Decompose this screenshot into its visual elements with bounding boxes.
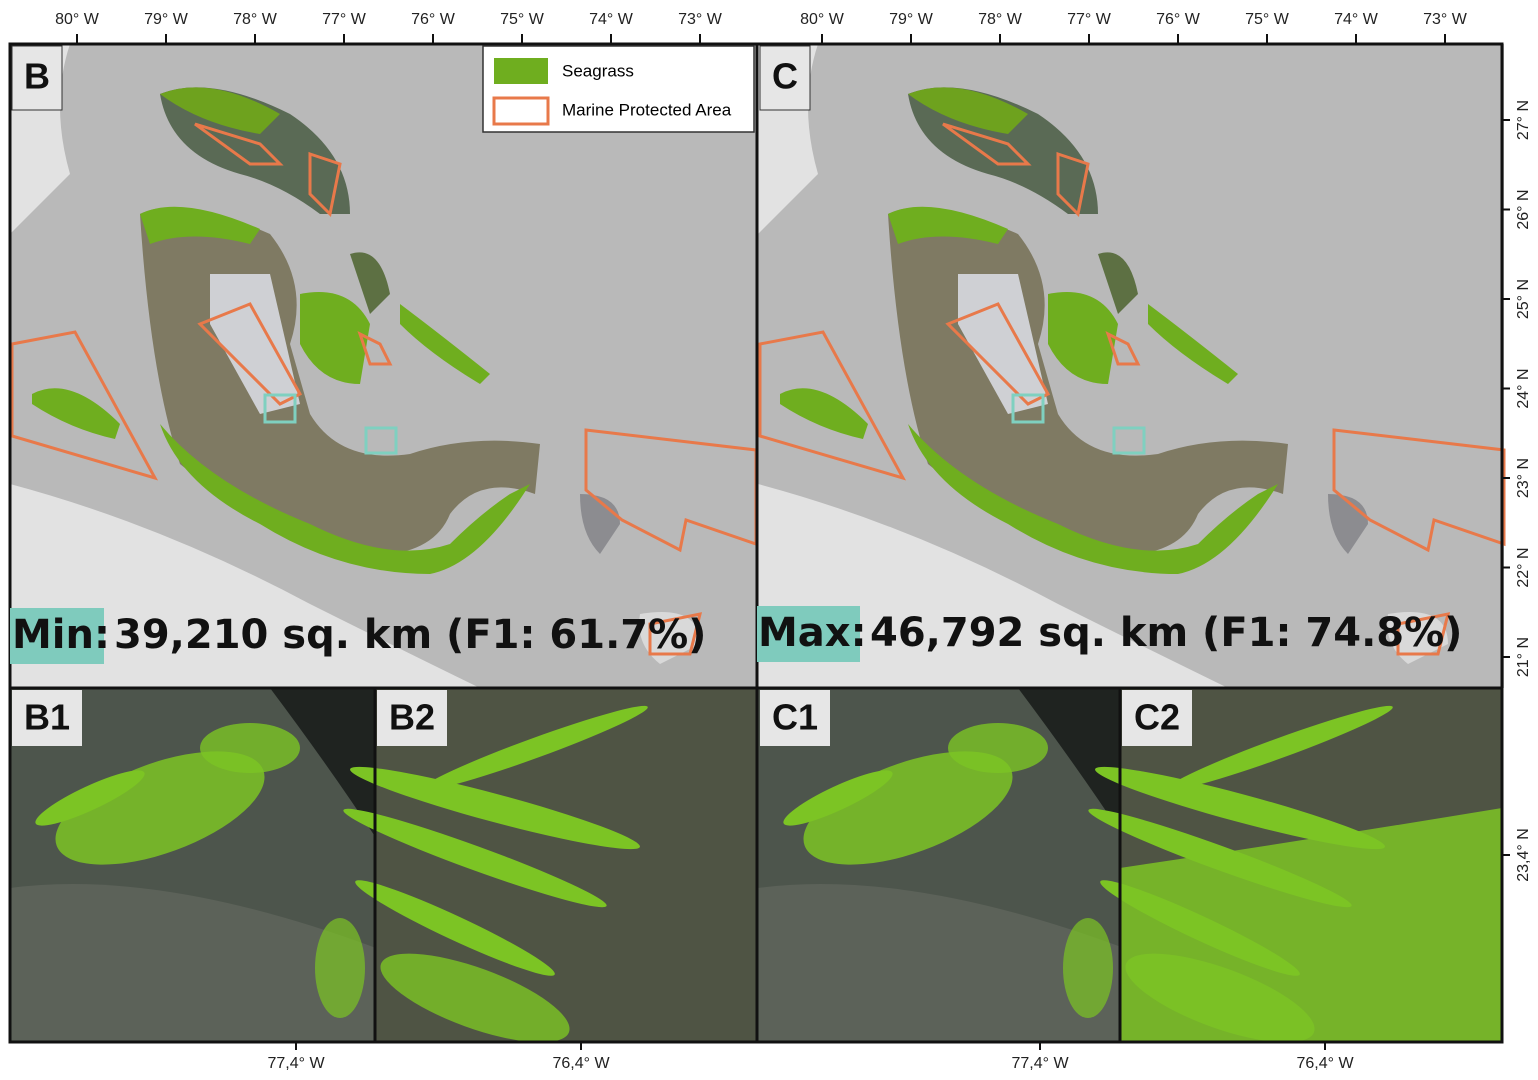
lon-tick-label: 76° W (411, 11, 456, 28)
lon-tick-label: 75° W (1245, 11, 1290, 28)
lat-tick-label: 25° N (1515, 279, 1532, 319)
panel-label: B1 (24, 697, 70, 738)
lon-tick-label: 74° W (589, 11, 634, 28)
map-b (10, 44, 756, 688)
panel-label: B2 (389, 697, 435, 738)
panel-label: B (24, 56, 50, 97)
panel-label: C1 (772, 697, 818, 738)
lon-tick-label: 77° W (322, 11, 367, 28)
stat-text: 39,210 sq. km (F1: 61.7%) (114, 612, 706, 658)
panel-label: C (772, 56, 798, 97)
lon-tick-label: 77° W (1067, 11, 1112, 28)
lon-tick-label: 80° W (800, 11, 845, 28)
lon-tick-label: 77,4° W (267, 1055, 325, 1072)
lat-tick-label: 21° N (1515, 637, 1532, 677)
lon-tick-label: 73° W (678, 11, 723, 28)
lat-tick-label: 22° N (1515, 547, 1532, 587)
panel-label: C2 (1134, 697, 1180, 738)
legend: Seagrass Marine Protected Area (483, 46, 754, 132)
lon-tick-label: 79° W (144, 11, 189, 28)
lon-tick-label: 80° W (55, 11, 100, 28)
lon-tick-label: 79° W (889, 11, 934, 28)
lon-tick-label: 76,4° W (1296, 1055, 1354, 1072)
lon-tick-label: 76,4° W (552, 1055, 610, 1072)
map-c (758, 44, 1504, 688)
stat-text: 46,792 sq. km (F1: 74.8%) (870, 610, 1462, 656)
lat-tick-label: 23° N (1515, 458, 1532, 498)
figure: Seagrass Marine Protected Area B C B1 B2… (0, 0, 1538, 1080)
lat-tick-label: 24° N (1515, 368, 1532, 408)
lon-tick-label: 76° W (1156, 11, 1201, 28)
lat-tick-label: 26° N (1515, 189, 1532, 229)
lon-tick-label: 75° W (500, 11, 545, 28)
lat-tick-label: 27° N (1515, 100, 1532, 140)
lat-tick-label: 23,4° N (1515, 828, 1532, 882)
lon-tick-label: 77,4° W (1011, 1055, 1069, 1072)
lon-tick-label: 74° W (1334, 11, 1379, 28)
lon-tick-label: 78° W (233, 11, 278, 28)
legend-label: Marine Protected Area (562, 100, 732, 119)
lon-tick-label: 73° W (1423, 11, 1468, 28)
stat-label: Min: (12, 612, 110, 658)
legend-label: Seagrass (562, 61, 634, 80)
lon-tick-label: 78° W (978, 11, 1023, 28)
stat-label: Max: (758, 610, 867, 656)
